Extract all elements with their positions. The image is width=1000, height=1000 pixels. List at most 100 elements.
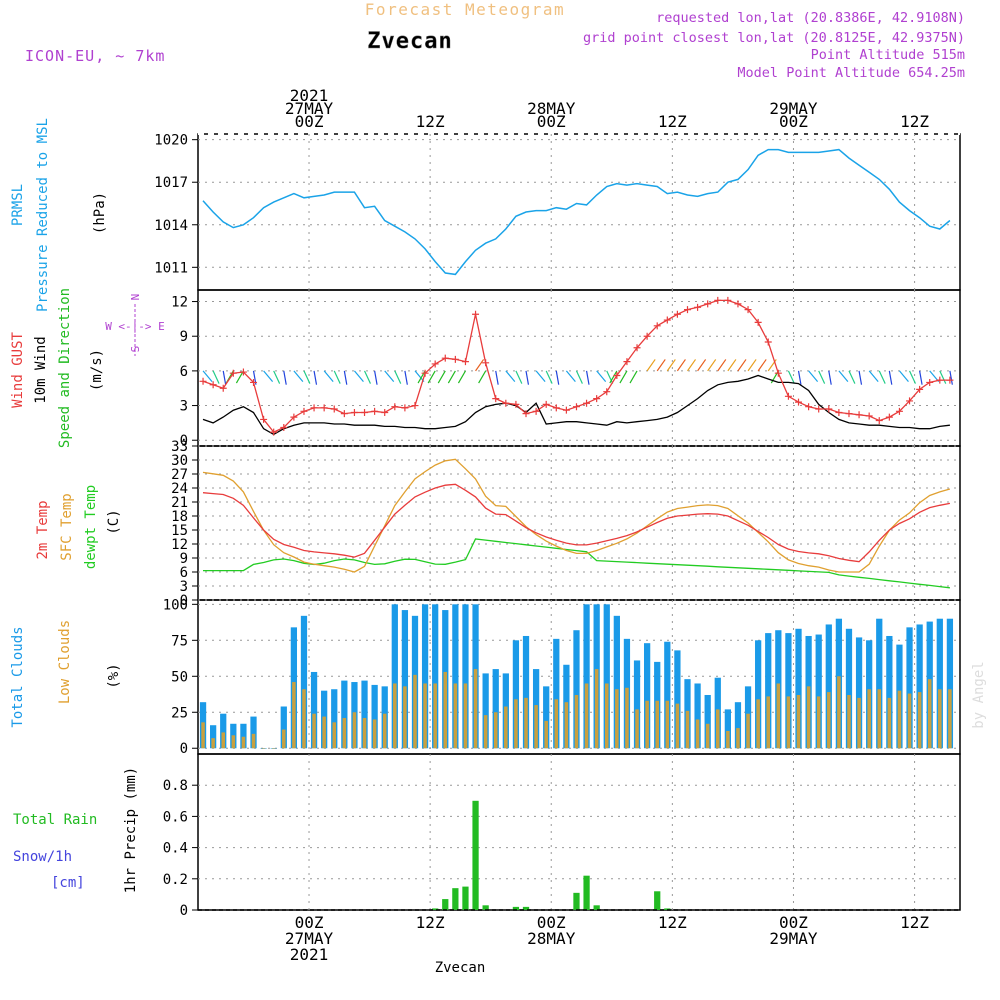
time-label: 2021 [290,945,329,964]
wind-gust-marker [229,369,237,377]
total-cloud-bar [371,684,378,749]
total-cloud-bar [331,689,338,749]
panel-frame-4 [197,753,961,911]
wind-direction-arrow [818,370,826,384]
watermark: by Angel [971,661,987,728]
panel-frame-2 [197,445,961,601]
wind-gust-marker [502,399,510,407]
low-clouds-label: Low Clouds [57,620,73,704]
low-cloud-bar [372,719,377,749]
wind-speed-line [202,374,950,436]
time-label: 12Z [416,112,445,131]
wind-direction-arrow [323,370,334,382]
wind-direction-arrow [585,370,590,385]
wind-direction-arrow [828,370,832,385]
wind-direction-arrow [646,359,656,372]
ytick-label: 0.8 [163,778,188,794]
ms-label: (m/s) [89,349,105,391]
cloud-labels: Total Clouds Low Clouds (%) [10,620,122,728]
low-cloud-bar [897,690,902,749]
wind-gust-marker [451,355,459,363]
wind-direction-arrow [545,370,553,384]
low-cloud-bar [332,722,337,749]
low-cloud-bar [201,722,205,749]
wind-gust-marker [936,376,944,384]
total-cloud-bar [845,628,853,749]
wind-direction-arrow [447,370,456,384]
wind-gust-marker [320,404,328,412]
wind-direction-arrow [505,370,516,382]
wind-direction-arrow [293,370,304,382]
total-cloud-bar [936,618,943,749]
ytick-label: 3 [180,399,188,415]
low-cloud-bar [594,669,599,749]
time-label: 27MAY [285,929,334,948]
wind-gust-marker [744,306,752,314]
wind-direction-arrow [629,370,638,384]
low-cloud-bar [221,732,225,749]
wind-gust-marker [461,358,469,366]
low-cloud-bar [564,702,569,749]
low-cloud-bar [282,729,286,749]
low-cloud-bar [776,683,781,749]
wind-gust-marker [280,424,288,432]
total-cloud-bar [401,610,409,749]
wind-direction-arrow [609,370,618,384]
hpa-label: (hPa) [92,192,108,234]
wind-direction-arrow [555,370,560,385]
wind-direction-arrow [858,370,863,385]
low-cloud-bar [766,696,770,749]
total-cloud-bar [553,638,560,749]
wind-gust-marker [391,403,399,411]
wind-gust-marker [583,399,591,407]
wind-gust-marker [250,378,258,386]
low-cloud-bar [716,709,720,749]
model-label: ICON-EU, ~ 7km [25,47,165,65]
rain-bar [593,905,600,910]
total-clouds-label: Total Clouds [10,626,26,727]
precip-labels: Total Rain Snow/1h [cm] 1hr Precip (mm) [13,767,139,893]
wind-gust-marker [532,407,540,415]
wind-direction-arrow [727,359,737,372]
low-cloud-bar [948,689,952,749]
total-cloud-bar [886,635,893,749]
snow-label: Snow/1h [13,849,72,865]
model-altitude: Model Point Altitude 654.25m [737,65,965,81]
total-cloud-bar [583,604,590,749]
low-cloud-bar [453,683,458,749]
ytick-label: 27 [171,467,188,483]
sfc-temp-line [202,458,951,573]
wind-gust-marker [885,413,893,421]
wind-gust-marker [724,296,732,304]
low-cloud-bar [231,735,236,749]
station-title: Zvecan [367,29,452,54]
wind-direction-arrow [404,370,408,385]
chart-marks [198,148,960,911]
time-label: 00Z [779,913,808,932]
wind-gust-marker [330,405,338,413]
rain-bar [482,905,489,910]
wind-direction-arrow [333,370,341,384]
low-cloud-bar [877,689,882,749]
bottom-station-label: Zvecan [435,960,486,976]
wind-gust-marker [310,404,318,412]
wind-gust-marker [784,392,792,400]
wind-direction-arrow [939,370,947,384]
time-label: 00Z [295,913,324,932]
wind-direction-arrow [808,370,819,382]
wind-gust-marker [492,395,500,403]
total-cloud-bar [855,637,863,749]
wind-direction-arrow [475,359,485,372]
total-cloud-bar [280,706,287,749]
wind-gust-marker [572,403,580,411]
low-cloud-bar [635,709,639,749]
rain-bar [522,906,530,910]
rain-bar [432,908,439,910]
low-cloud-bar [302,689,306,749]
wind-direction-arrow [235,370,244,384]
total-cloud-bar [603,604,610,749]
wind-direction-arrow [394,370,402,384]
wind-direction-arrow [687,359,697,372]
